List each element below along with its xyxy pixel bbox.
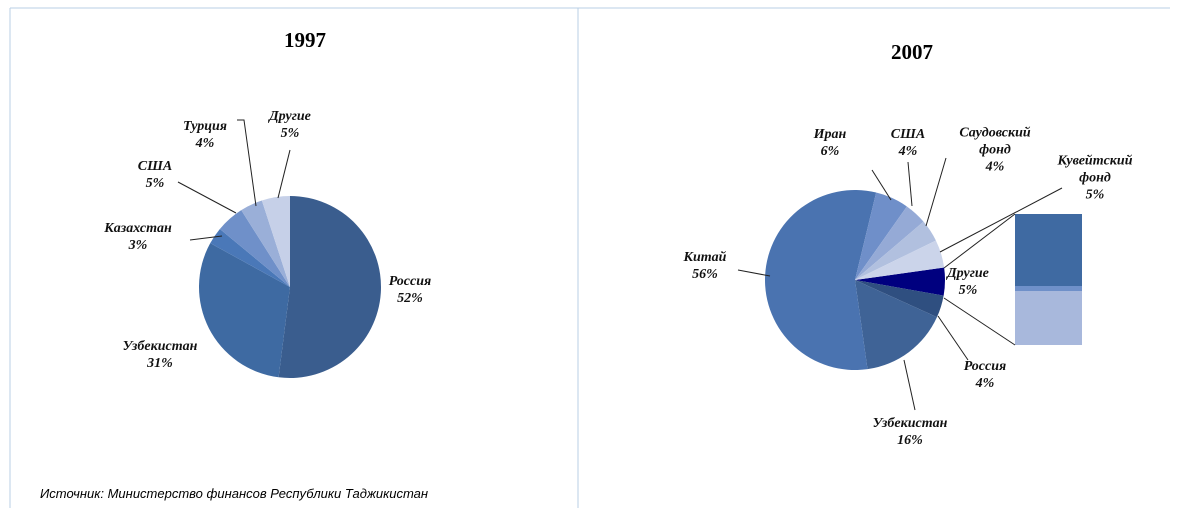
pie-slice xyxy=(855,221,936,280)
value-label: 4% xyxy=(195,136,215,151)
value-label: 5% xyxy=(1085,187,1105,203)
pie-slice xyxy=(219,210,290,287)
leader-line xyxy=(277,149,291,199)
slice-label: Казахстан 3% xyxy=(83,220,193,254)
value-label: 3% xyxy=(128,238,148,253)
leader-line xyxy=(737,269,771,277)
source: Источник: Министерство финансов Республи… xyxy=(40,486,429,501)
category-label: Иран xyxy=(813,127,847,142)
category-label: Узбекистан xyxy=(122,339,198,354)
slice-label: Китай 56% xyxy=(670,249,740,283)
category-label: Кувейтский фонд xyxy=(1057,153,1133,186)
category-label: Другие xyxy=(947,266,989,281)
slice-label: США 5% xyxy=(125,158,185,192)
pie-slice xyxy=(855,240,945,280)
category-label: Узбекистан xyxy=(872,416,948,431)
pie-slice xyxy=(855,206,924,280)
pie-slice xyxy=(855,192,907,280)
leader-line xyxy=(939,187,1063,253)
leader-line xyxy=(177,181,237,214)
pie-slice xyxy=(855,280,944,318)
slice-label: Иран 6% xyxy=(800,126,860,160)
pie-slice xyxy=(210,228,290,287)
sub-bar-bottom xyxy=(1015,291,1082,345)
category-label: Казахстан xyxy=(104,221,172,236)
slice-label: США 4% xyxy=(883,126,933,160)
leader-line xyxy=(189,235,223,241)
slice-label: Кувейтский фонд 5% xyxy=(1045,153,1145,204)
leader-line xyxy=(871,169,892,201)
chart-title: 2007 xyxy=(891,40,933,64)
pie-slice xyxy=(765,189,877,370)
value-label: 4% xyxy=(975,376,995,391)
value-label: 52% xyxy=(397,291,423,306)
leader-line xyxy=(937,315,969,361)
value-label: 5% xyxy=(145,176,165,191)
category-label: США xyxy=(890,127,926,142)
leader-line xyxy=(903,359,916,411)
category-label: Другие xyxy=(269,109,311,124)
value-label: 16% xyxy=(897,433,923,448)
slice-label: Другие 5% xyxy=(255,108,325,142)
value-label: 6% xyxy=(820,144,840,159)
pie-slice xyxy=(855,280,937,370)
slice-label: Узбекистан 31% xyxy=(105,338,215,372)
leader-line xyxy=(237,119,257,207)
pie-slice xyxy=(855,267,945,296)
value-label: 5% xyxy=(280,126,300,141)
value-label: 31% xyxy=(147,356,173,371)
leader-line xyxy=(907,161,913,207)
sub-bar-mid xyxy=(1015,286,1082,291)
pie-slice xyxy=(241,200,290,287)
pie-slice xyxy=(261,196,290,287)
category-label: Саудовский фонд xyxy=(959,125,1031,158)
value-label: 56% xyxy=(692,267,718,282)
leader-line xyxy=(925,157,947,227)
slice-label: Другие 5% xyxy=(933,265,1003,299)
category-label: Россия xyxy=(388,274,432,289)
slice-label: Россия 4% xyxy=(950,358,1020,392)
slice-label: Саудовский фонд 4% xyxy=(950,125,1040,176)
connector xyxy=(943,297,1016,346)
value-label: 5% xyxy=(958,283,978,298)
category-label: Китай xyxy=(683,250,727,265)
category-label: США xyxy=(137,159,173,174)
sub-bar-top xyxy=(1015,214,1082,286)
value-label: 4% xyxy=(898,144,918,159)
category-label: Турция xyxy=(182,119,228,134)
pie-slice xyxy=(199,243,290,378)
value-label: 4% xyxy=(985,159,1005,175)
slice-label: Узбекистан 16% xyxy=(855,415,965,449)
slice-label: Россия 52% xyxy=(365,273,455,307)
chart-title: 1997 xyxy=(284,28,326,52)
connector xyxy=(943,213,1016,269)
pie-slice xyxy=(278,196,382,378)
category-label: Россия xyxy=(963,359,1007,374)
slice-label: Турция 4% xyxy=(170,118,240,152)
